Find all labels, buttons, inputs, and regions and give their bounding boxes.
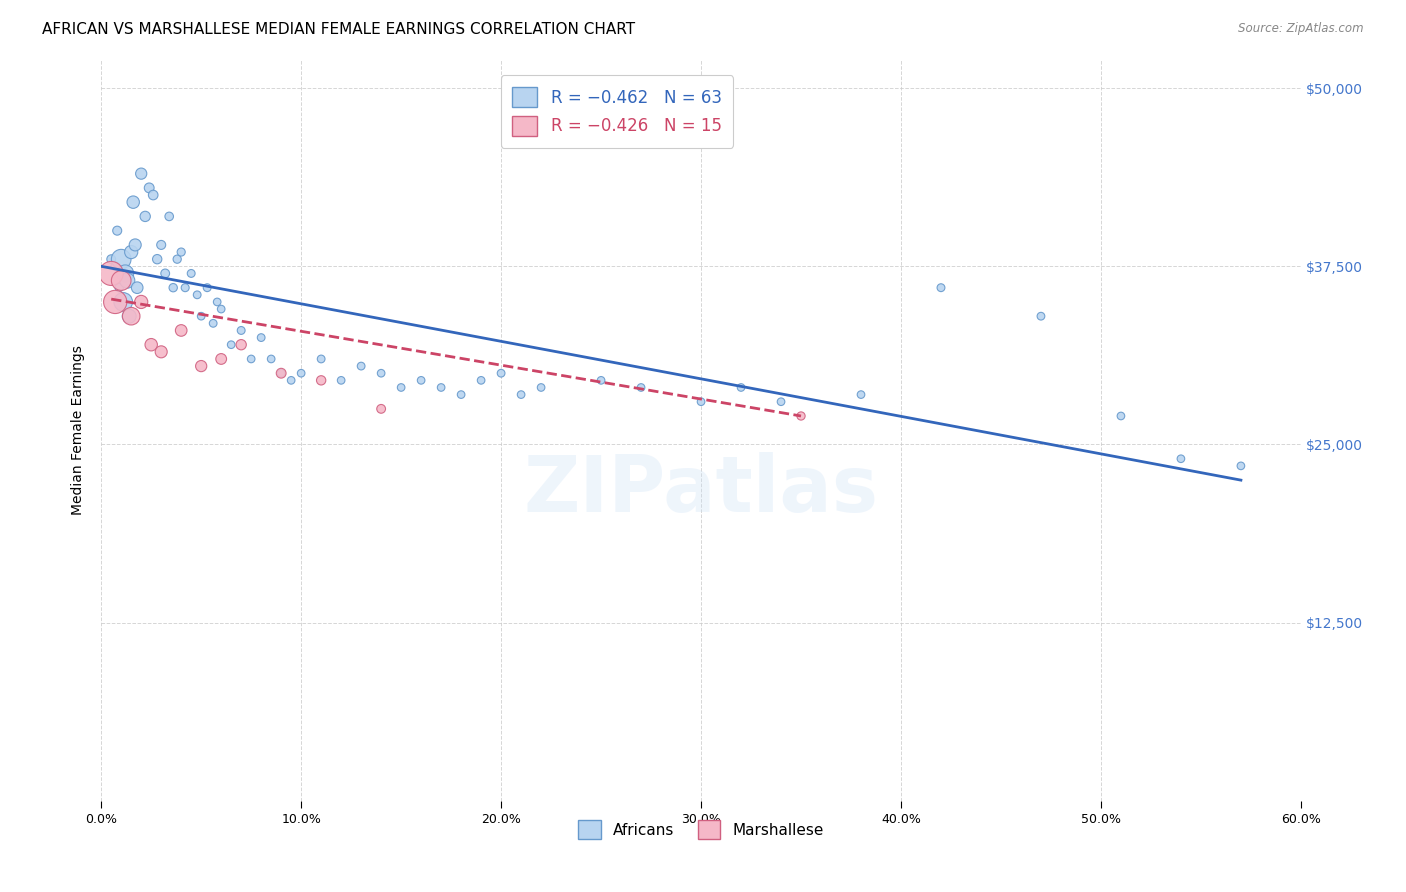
Point	[120, 245, 142, 260]
Point	[450, 387, 472, 401]
Point	[389, 380, 412, 394]
Text: Source: ZipAtlas.com: Source: ZipAtlas.com	[1239, 22, 1364, 36]
Point	[170, 323, 193, 337]
Point	[240, 351, 263, 366]
Point	[134, 210, 156, 224]
Point	[219, 337, 242, 351]
Point	[104, 260, 127, 274]
Point	[105, 224, 128, 238]
Point	[1109, 409, 1132, 423]
Point	[166, 252, 188, 267]
Point	[430, 380, 453, 394]
Point	[309, 373, 332, 387]
Point	[769, 394, 792, 409]
Point	[114, 267, 136, 281]
Point	[110, 274, 132, 288]
Point	[690, 394, 713, 409]
Point	[110, 252, 132, 267]
Point	[205, 294, 228, 309]
Point	[124, 238, 146, 252]
Point	[209, 301, 232, 316]
Point	[170, 245, 193, 260]
Point	[129, 167, 152, 181]
Point	[231, 337, 253, 351]
Point	[190, 309, 212, 323]
Point	[849, 387, 872, 401]
Point	[411, 373, 433, 387]
Point	[591, 373, 613, 387]
Point	[489, 366, 512, 380]
Point	[790, 409, 813, 423]
Point	[231, 323, 253, 337]
Point	[270, 366, 292, 380]
Point	[129, 294, 152, 309]
Point	[1170, 451, 1192, 466]
Point	[1029, 309, 1052, 323]
Point	[350, 359, 373, 373]
Point	[190, 359, 212, 373]
Point	[260, 351, 283, 366]
Point	[138, 181, 160, 195]
Point	[370, 366, 392, 380]
Point	[309, 351, 332, 366]
Point	[127, 281, 149, 295]
Point	[150, 238, 173, 252]
Point	[209, 351, 232, 366]
Point	[122, 195, 145, 210]
Point	[330, 373, 353, 387]
Point	[510, 387, 533, 401]
Point	[929, 281, 952, 295]
Point	[142, 188, 165, 202]
Point	[157, 210, 180, 224]
Point	[730, 380, 752, 394]
Point	[108, 281, 131, 295]
Point	[186, 288, 208, 302]
Point	[530, 380, 553, 394]
Point	[120, 309, 142, 323]
Point	[146, 252, 169, 267]
Point	[195, 281, 218, 295]
Point	[270, 366, 292, 380]
Point	[100, 267, 122, 281]
Point	[470, 373, 492, 387]
Point	[630, 380, 652, 394]
Point	[100, 252, 122, 267]
Point	[250, 330, 273, 344]
Point	[1230, 458, 1253, 473]
Text: ZIPatlas: ZIPatlas	[523, 451, 879, 527]
Point	[280, 373, 302, 387]
Point	[202, 316, 225, 330]
Point	[180, 267, 202, 281]
Legend: Africans, Marshallese: Africans, Marshallese	[572, 814, 830, 845]
Point	[141, 337, 163, 351]
Text: AFRICAN VS MARSHALLESE MEDIAN FEMALE EARNINGS CORRELATION CHART: AFRICAN VS MARSHALLESE MEDIAN FEMALE EAR…	[42, 22, 636, 37]
Point	[150, 344, 173, 359]
Point	[153, 267, 176, 281]
Y-axis label: Median Female Earnings: Median Female Earnings	[72, 345, 86, 516]
Point	[162, 281, 184, 295]
Point	[174, 281, 197, 295]
Point	[115, 274, 138, 288]
Point	[112, 294, 135, 309]
Point	[370, 401, 392, 416]
Point	[118, 309, 141, 323]
Point	[104, 294, 127, 309]
Point	[290, 366, 312, 380]
